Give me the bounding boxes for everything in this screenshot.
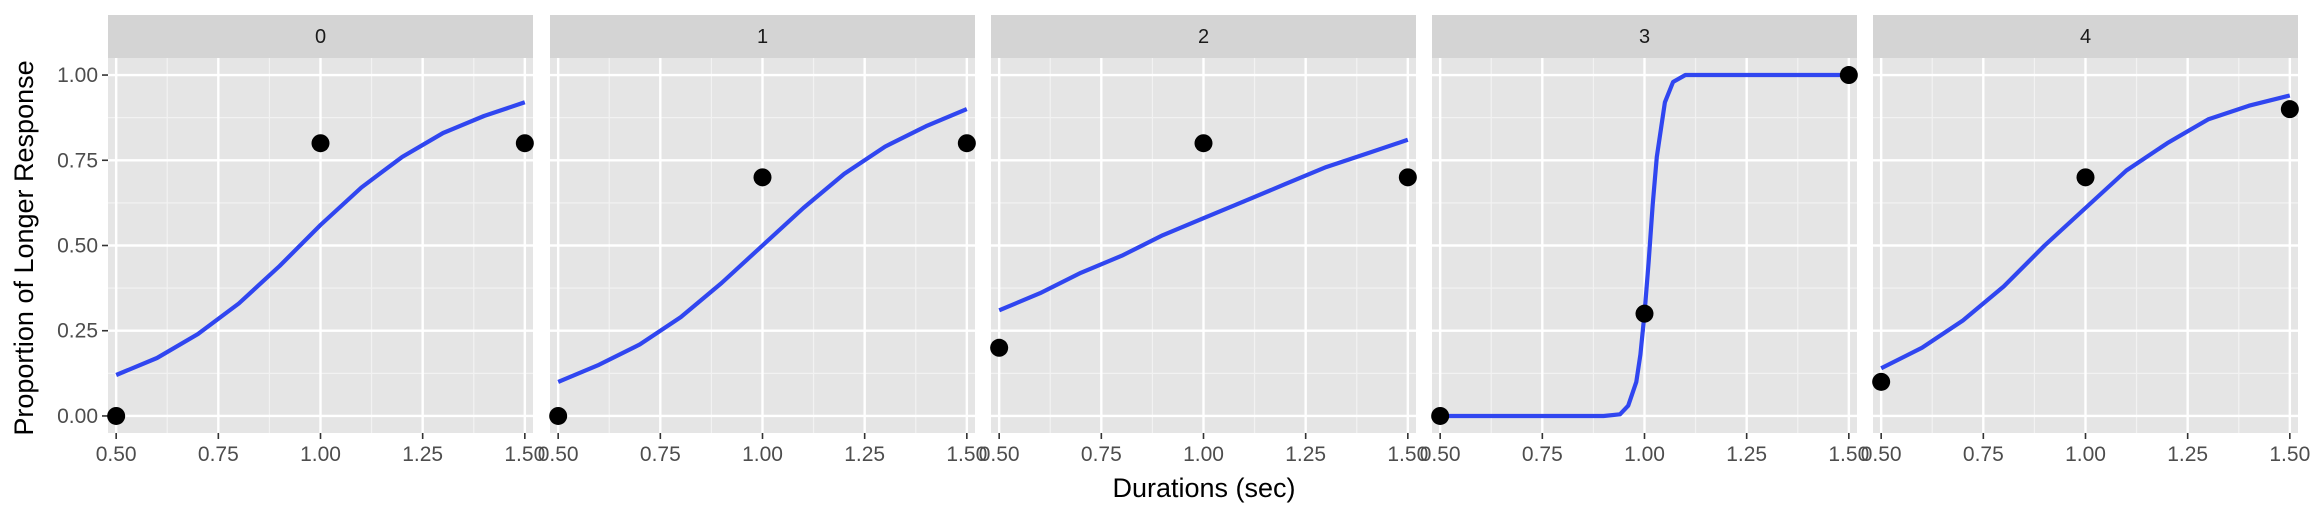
strip-background — [108, 15, 533, 58]
x-tick-label: 0.75 — [640, 443, 681, 466]
panel-3: 3 0.50 0.75 1.00 1.25 1.50 — [1420, 15, 1869, 466]
x-tick-label: 1.50 — [1828, 443, 1869, 466]
data-point — [107, 406, 126, 425]
strip-background — [1432, 15, 1857, 58]
y-tick-label: 0.25 — [57, 320, 98, 343]
strip-background — [550, 15, 975, 58]
data-point — [1194, 134, 1213, 153]
x-tick-label: 1.25 — [1285, 443, 1326, 466]
x-tick-label: 0.75 — [1081, 443, 1122, 466]
data-point — [549, 406, 568, 425]
y-tick-label: 1.00 — [57, 64, 98, 87]
x-tick-label: 1.25 — [1726, 443, 1767, 466]
panel-4: 4 0.50 0.75 1.00 1.25 1.50 — [1861, 15, 2310, 466]
data-point — [1635, 304, 1654, 323]
data-point — [1872, 372, 1891, 391]
x-tick-label: 0.75 — [198, 443, 239, 466]
x-tick-label: 0.50 — [96, 443, 137, 466]
data-point — [753, 168, 772, 187]
fitted-curve — [557, 107, 968, 384]
x-tick-label: 0.50 — [1420, 443, 1461, 466]
fitted-curve — [998, 137, 1409, 313]
data-point — [1431, 406, 1450, 425]
x-tick-label: 1.50 — [504, 443, 545, 466]
strip-label: 3 — [1639, 26, 1650, 48]
x-axis-title: Durations (sec) — [1112, 473, 1295, 503]
strip-background — [1873, 15, 2298, 58]
x-tick-label: 1.50 — [946, 443, 987, 466]
strip-label: 0 — [315, 26, 326, 48]
strip-label: 2 — [1198, 26, 1209, 48]
data-point — [1839, 66, 1858, 85]
x-tick-label: 1.50 — [2269, 443, 2310, 466]
strip-label: 4 — [2080, 26, 2091, 48]
panel-0: 0 0.50 0.75 1.00 1.25 1.50 0.00 0.25 0.50 0.75 1.0… — [57, 15, 545, 466]
x-tick-label: 1.25 — [844, 443, 885, 466]
x-tick-label: 1.25 — [402, 443, 443, 466]
data-point — [2076, 168, 2095, 187]
x-tick-label: 1.00 — [742, 443, 783, 466]
x-tick-label: 0.50 — [1861, 443, 1902, 466]
x-tick-label: 0.50 — [979, 443, 1020, 466]
x-tick-label: 1.25 — [2167, 443, 2208, 466]
y-tick-label: 0.75 — [57, 149, 98, 172]
x-tick-label: 1.00 — [300, 443, 341, 466]
x-tick-label: 1.00 — [1624, 443, 1665, 466]
x-tick-label: 0.75 — [1963, 443, 2004, 466]
x-tick-label: 1.00 — [1183, 443, 1224, 466]
fitted-curve — [1440, 72, 1849, 419]
y-tick-label: 0.50 — [57, 235, 98, 258]
data-point — [2280, 100, 2299, 119]
data-point — [515, 134, 534, 153]
x-tick-label: 0.75 — [1522, 443, 1563, 466]
y-tick-label: 0.00 — [57, 405, 98, 428]
strip-label: 1 — [757, 26, 768, 48]
data-point — [1398, 168, 1417, 187]
y-axis-title: Proportion of Longer Response — [9, 60, 39, 435]
data-point — [990, 338, 1009, 357]
data-point — [311, 134, 330, 153]
data-point — [957, 134, 976, 153]
x-tick-label: 0.50 — [538, 443, 579, 466]
strip-background — [991, 15, 1416, 58]
fitted-curve — [115, 100, 526, 377]
panel-1: 1 0.50 0.75 1.00 1.25 1.50 — [538, 15, 987, 466]
x-tick-label: 1.00 — [2065, 443, 2106, 466]
fitted-curve — [1880, 93, 2291, 371]
panel-2: 2 0.50 0.75 1.00 1.25 1.50 — [979, 15, 1428, 466]
x-tick-label: 1.50 — [1387, 443, 1428, 466]
facet-panels: 0 0.50 0.75 1.00 1.25 1.50 0.00 0.25 0.50 0.75 1.0… — [57, 15, 2310, 466]
